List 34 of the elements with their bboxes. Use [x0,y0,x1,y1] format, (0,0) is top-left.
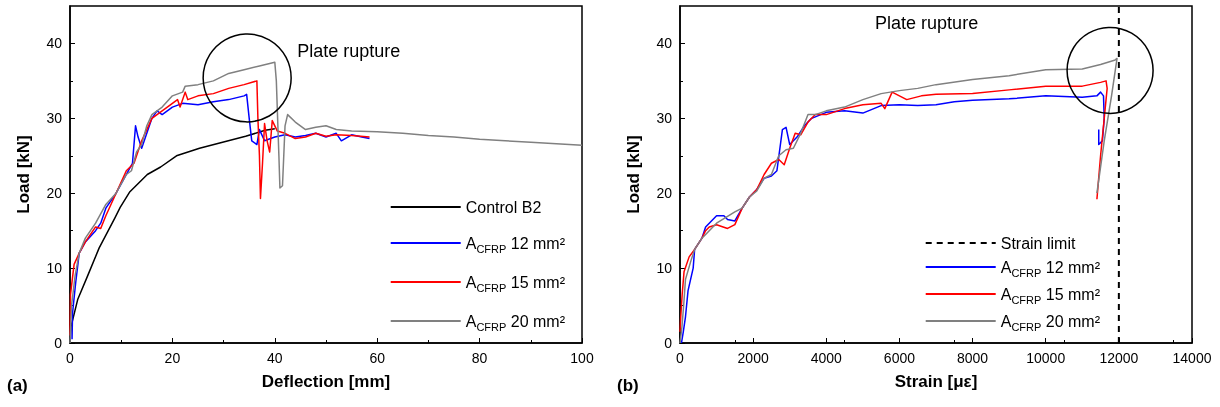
y-tick-label: 30 [46,110,63,127]
y-axis-title: Load [kN] [624,135,643,214]
x-axis-title: Deflection [mm] [261,372,391,391]
y-tick-label: 40 [46,35,63,52]
y-tick-label: 0 [664,335,673,351]
y-tick-label: 30 [656,110,673,127]
y-tick-label: 10 [656,260,673,277]
x-tick-label: 40 [267,350,283,366]
x-tick-label: 80 [471,350,488,366]
ref-line-label: Strain limit [1000,234,1076,252]
y-tick-label: 20 [656,185,673,202]
x-tick-label: 10000 [1026,350,1066,366]
x-tick-label: 12000 [1099,350,1139,366]
x-tick-label: 6000 [883,350,916,366]
x-tick-label: 2000 [737,350,769,366]
y-axis-title: Load [kN] [14,135,33,214]
annotation: Plate rupture [297,41,401,61]
y-tick-label: 20 [46,185,63,202]
y-tick-label: 40 [656,35,673,52]
x-axis-title: Strain [με] [894,372,978,391]
annotation: Plate rupture [875,13,979,33]
x-tick-label: 0 [676,350,685,366]
text: (b) [617,376,639,395]
x-tick-label: 14000 [1172,350,1212,366]
y-tick-label: 10 [46,260,63,277]
text: (a) [7,376,28,395]
x-tick-label: 4000 [810,350,843,366]
y-tick-label: 0 [54,335,63,351]
x-tick-label: 20 [164,350,181,366]
x-tick-label: 0 [66,350,75,366]
x-tick-label: 8000 [956,350,989,366]
legend-label: Control B2 [465,198,542,216]
x-tick-label: 60 [369,350,386,366]
x-tick-label: 100 [570,350,594,366]
